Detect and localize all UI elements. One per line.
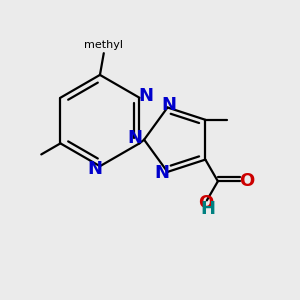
Text: O: O	[239, 172, 254, 190]
Text: N: N	[87, 160, 102, 178]
Text: N: N	[128, 129, 142, 147]
Text: N: N	[155, 164, 170, 182]
Text: H: H	[201, 200, 216, 218]
Text: methyl: methyl	[84, 40, 123, 50]
Text: N: N	[138, 87, 153, 105]
Text: N: N	[161, 95, 176, 113]
Text: O: O	[198, 194, 213, 212]
